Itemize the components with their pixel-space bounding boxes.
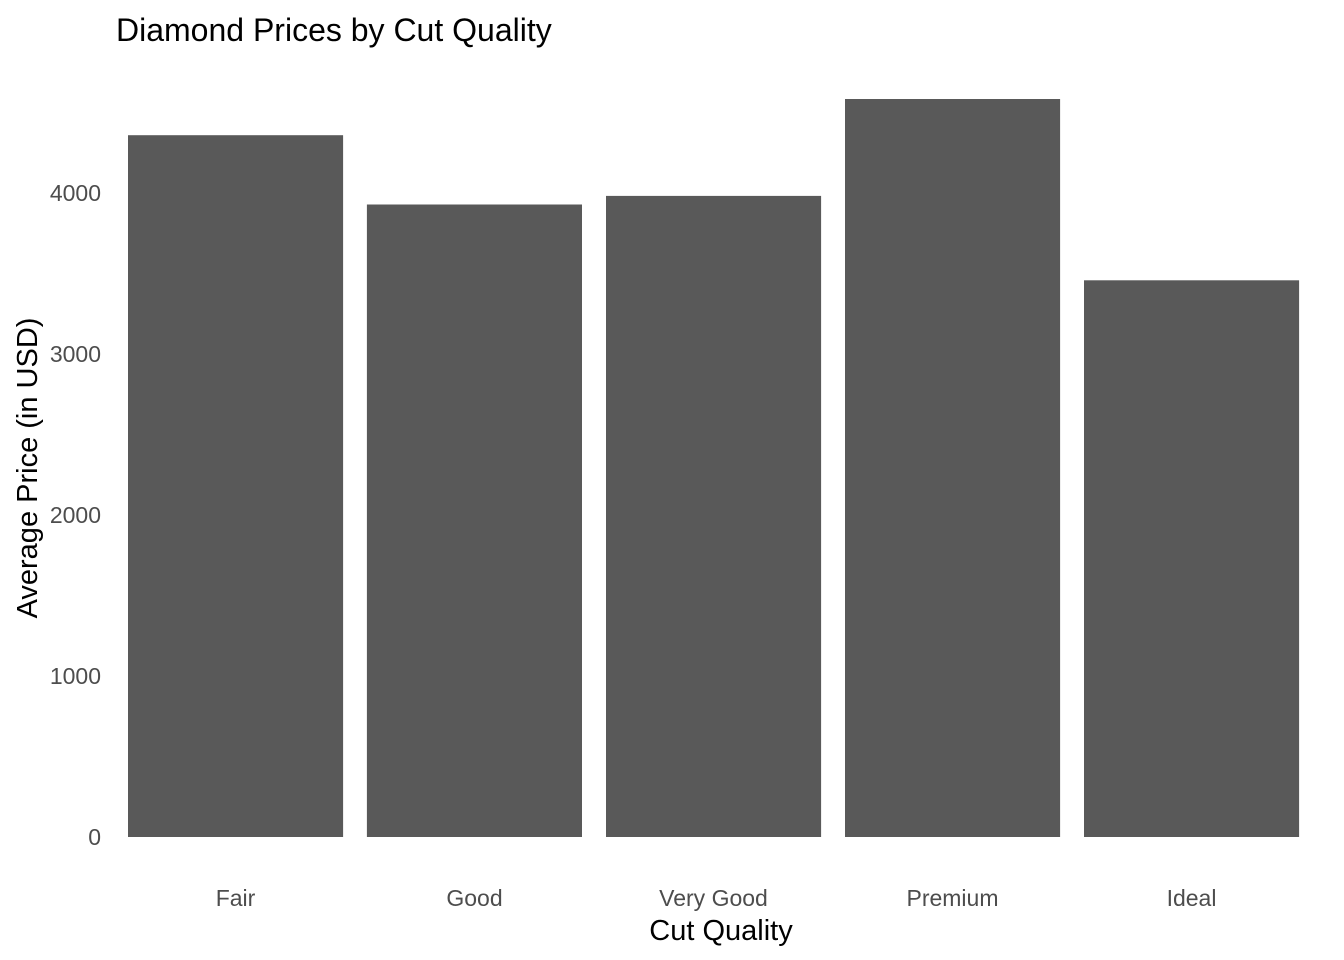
y-axis-title: Average Price (in USD) [12,318,44,619]
y-axis-tick-labels: 0 1000 2000 3000 4000 [50,180,101,850]
x-axis-tick-labels: Fair Good Very Good Premium Ideal [216,885,1217,911]
x-tick-label: Premium [906,885,998,911]
x-tick-label: Fair [216,885,256,911]
bar-ideal [1084,280,1300,837]
bar-very-good [606,195,822,837]
bar-fair [128,135,344,837]
y-tick-label: 2000 [50,502,101,528]
x-tick-label: Ideal [1167,885,1217,911]
y-tick-label: 1000 [50,663,101,689]
bar-premium [845,99,1061,837]
x-tick-label: Good [446,885,502,911]
y-tick-label: 0 [88,824,101,850]
y-tick-label: 3000 [50,341,101,367]
bars [128,99,1300,837]
x-tick-label: Very Good [659,885,768,911]
x-axis-title: Cut Quality [649,915,793,947]
bar-good [366,204,582,837]
chart-title: Diamond Prices by Cut Quality [116,12,552,48]
y-tick-label: 4000 [50,180,101,206]
